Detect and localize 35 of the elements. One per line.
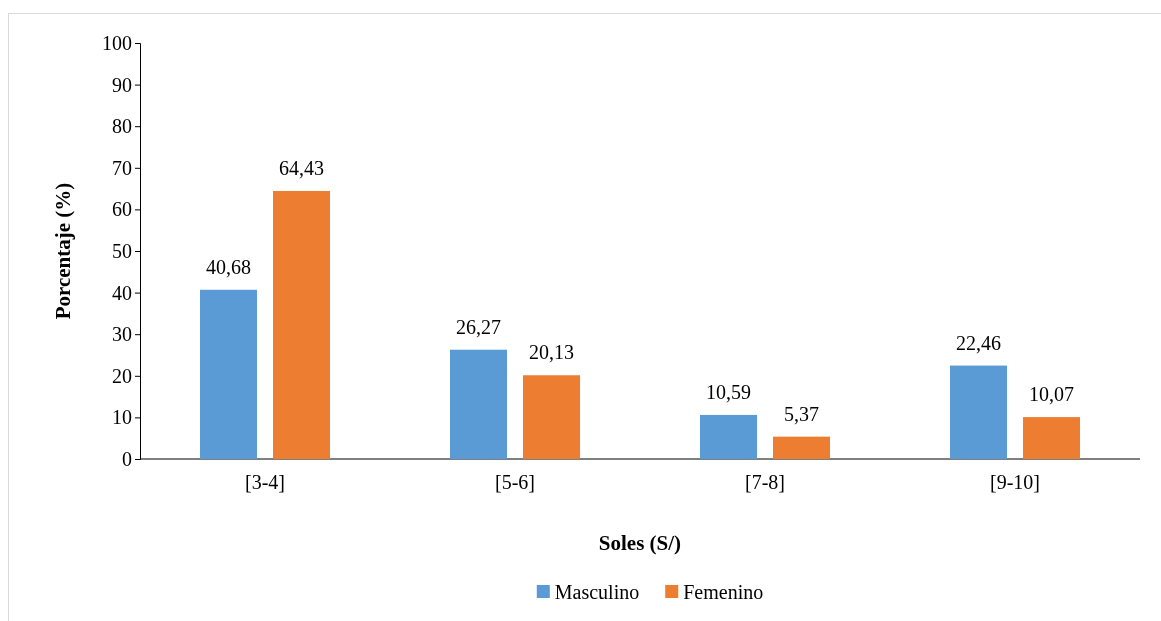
x-axis-title: Soles (S/) (598, 531, 682, 555)
bar (450, 349, 507, 459)
data-label: 22,46 (956, 331, 1001, 354)
bar (950, 365, 1007, 459)
data-label: 10,07 (1029, 383, 1074, 406)
y-tick-label: 10 (112, 406, 132, 429)
y-tick-label: 0 (122, 447, 132, 470)
legend-label: Masculino (554, 581, 640, 603)
data-label: 26,27 (456, 315, 501, 338)
bar (200, 289, 257, 459)
data-label: 40,68 (206, 255, 251, 278)
y-tick-label: 60 (112, 198, 132, 221)
x-tick-label: [7-8] (745, 471, 785, 494)
bar (273, 190, 330, 459)
data-label: 10,59 (706, 380, 751, 403)
bar (773, 436, 830, 459)
bar (523, 375, 580, 459)
y-tick-label: 50 (112, 239, 132, 262)
y-tick-label: 80 (112, 115, 132, 138)
x-tick-label: [9-10] (990, 471, 1040, 494)
data-label: 64,43 (279, 156, 324, 179)
y-tick-label: 100 (102, 31, 132, 54)
y-axis-title: Porcentaje (%) (51, 182, 75, 320)
y-tick-label: 20 (112, 364, 132, 387)
bar (700, 414, 757, 459)
y-tick-label: 30 (112, 323, 132, 346)
y-tick-label: 40 (112, 281, 132, 304)
y-tick-label: 90 (112, 73, 132, 96)
bar (1023, 417, 1080, 459)
data-label: 20,13 (529, 341, 574, 364)
y-tick-label: 70 (112, 156, 132, 179)
data-label: 5,37 (784, 402, 819, 425)
legend-label: Femenino (683, 581, 764, 603)
x-tick-label: [5-6] (495, 471, 535, 494)
x-tick-label: [3-4] (245, 471, 285, 494)
